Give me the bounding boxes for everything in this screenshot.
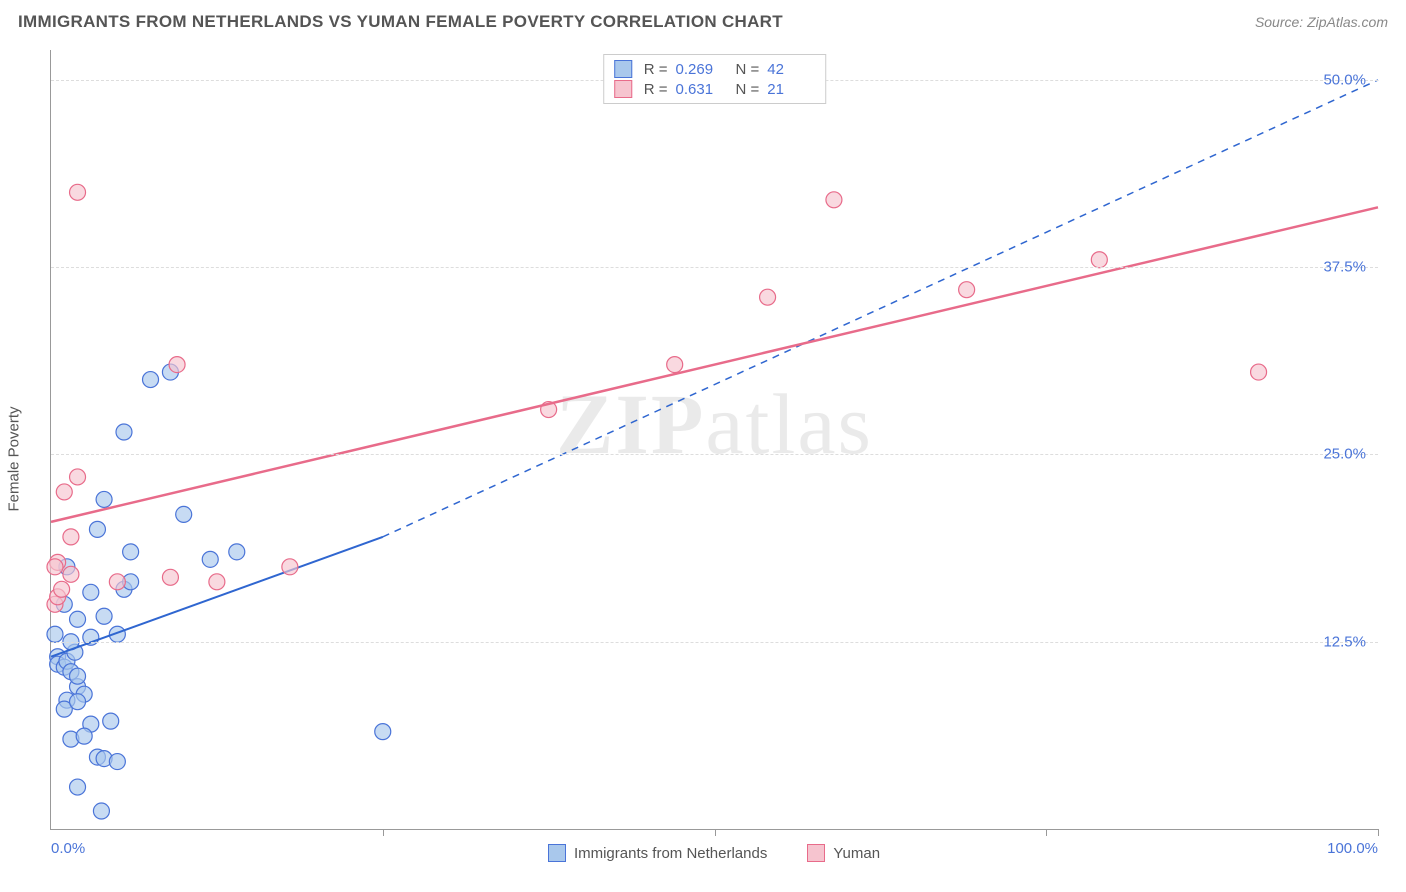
data-point-netherlands: [103, 713, 119, 729]
data-point-yuman: [56, 484, 72, 500]
data-point-netherlands: [143, 372, 159, 388]
chart-title: IMMIGRANTS FROM NETHERLANDS VS YUMAN FEM…: [18, 12, 783, 32]
data-point-yuman: [109, 574, 125, 590]
swatch-netherlands: [614, 60, 632, 78]
legend-label: Immigrants from Netherlands: [574, 845, 767, 862]
y-axis-label: Female Poverty: [6, 406, 23, 511]
trend-line-dashed-netherlands: [383, 80, 1378, 537]
data-point-netherlands: [96, 608, 112, 624]
x-tick: [715, 829, 716, 836]
data-point-netherlands: [83, 584, 99, 600]
data-point-yuman: [1091, 252, 1107, 268]
legend-label: Yuman: [833, 845, 880, 862]
stats-row-yuman: R = 0.631 N = 21: [614, 79, 816, 99]
data-point-yuman: [1251, 364, 1267, 380]
chart-container: Female Poverty ZIPatlas R =0.269N =42R =…: [18, 44, 1388, 874]
n-value: 42: [767, 61, 815, 78]
data-point-netherlands: [47, 626, 63, 642]
gridline: [51, 642, 1378, 643]
y-tick-label: 12.5%: [1323, 633, 1366, 650]
y-tick-label: 25.0%: [1323, 446, 1366, 463]
n-value: 21: [767, 81, 815, 98]
x-tick: [383, 829, 384, 836]
data-point-netherlands: [93, 803, 109, 819]
data-point-netherlands: [70, 611, 86, 627]
r-label: R =: [644, 81, 668, 98]
data-point-netherlands: [109, 754, 125, 770]
r-value: 0.269: [676, 61, 724, 78]
plot-area: ZIPatlas R =0.269N =42R =0.631N =21 0.0%…: [50, 50, 1378, 830]
source-label: Source: ZipAtlas.com: [1255, 14, 1388, 30]
data-point-netherlands: [89, 521, 105, 537]
y-tick-label: 50.0%: [1323, 71, 1366, 88]
data-point-yuman: [282, 559, 298, 575]
y-tick-label: 37.5%: [1323, 259, 1366, 276]
trend-line-yuman: [51, 207, 1378, 522]
x-tick: [1046, 829, 1047, 836]
data-point-yuman: [209, 574, 225, 590]
legend-item: Immigrants from Netherlands: [548, 844, 767, 862]
legend-swatch: [807, 844, 825, 862]
gridline: [51, 454, 1378, 455]
data-point-yuman: [667, 357, 683, 373]
bottom-legend: Immigrants from Netherlands Yuman: [50, 844, 1378, 862]
data-point-netherlands: [70, 694, 86, 710]
r-label: R =: [644, 61, 668, 78]
n-label: N =: [736, 81, 760, 98]
gridline: [51, 267, 1378, 268]
data-point-yuman: [70, 469, 86, 485]
data-point-yuman: [760, 289, 776, 305]
data-point-netherlands: [229, 544, 245, 560]
stats-row-netherlands: R = 0.269 N = 42: [614, 59, 816, 79]
stats-legend: R = 0.269 N = 42 R = 0.631 N = 21: [603, 54, 827, 104]
data-point-yuman: [63, 566, 79, 582]
x-tick: [1378, 829, 1379, 836]
n-label: N =: [736, 61, 760, 78]
data-point-netherlands: [76, 728, 92, 744]
data-point-netherlands: [375, 724, 391, 740]
data-point-yuman: [169, 357, 185, 373]
data-point-yuman: [54, 581, 70, 597]
legend-item: Yuman: [807, 844, 880, 862]
data-point-yuman: [826, 192, 842, 208]
data-point-yuman: [47, 559, 63, 575]
data-point-netherlands: [116, 424, 132, 440]
legend-swatch: [548, 844, 566, 862]
data-point-yuman: [959, 282, 975, 298]
data-point-netherlands: [96, 491, 112, 507]
r-value: 0.631: [676, 81, 724, 98]
chart-svg-layer: [51, 50, 1378, 829]
data-point-yuman: [70, 184, 86, 200]
title-bar: IMMIGRANTS FROM NETHERLANDS VS YUMAN FEM…: [0, 0, 1406, 36]
data-point-netherlands: [202, 551, 218, 567]
data-point-netherlands: [70, 668, 86, 684]
data-point-yuman: [63, 529, 79, 545]
swatch-yuman: [614, 80, 632, 98]
data-point-netherlands: [123, 544, 139, 560]
data-point-netherlands: [70, 779, 86, 795]
data-point-netherlands: [176, 506, 192, 522]
data-point-yuman: [162, 569, 178, 585]
